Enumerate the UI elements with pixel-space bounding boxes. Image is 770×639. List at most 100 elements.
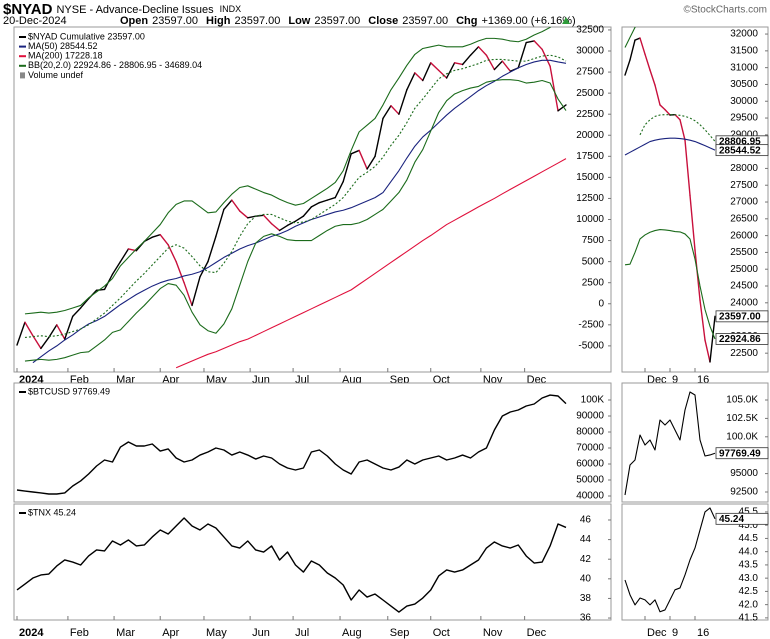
value-tag-label: 22924.86 bbox=[719, 334, 761, 345]
value-tag bbox=[715, 512, 769, 525]
y-tick-label: 100.0K bbox=[726, 431, 758, 442]
y-tick-label: 27500 bbox=[576, 67, 604, 78]
price-segment bbox=[445, 62, 456, 79]
y-tick-label: 26500 bbox=[730, 213, 758, 224]
line bbox=[16, 517, 567, 613]
legend-label: $BTCUSD 97769.49 bbox=[28, 386, 110, 396]
panel-frame bbox=[13, 26, 612, 373]
instrument-name: NYSE - Advance-Decline Issues bbox=[56, 4, 214, 16]
price-segment bbox=[634, 37, 641, 41]
y-tick-label: -2500 bbox=[578, 319, 604, 330]
price-segment bbox=[382, 105, 392, 120]
price-segment bbox=[358, 149, 368, 170]
y-tick-label: 22500 bbox=[730, 348, 758, 359]
price-segment bbox=[557, 104, 567, 112]
price-segment bbox=[704, 339, 711, 363]
quote-date: 20-Dec-2024 bbox=[3, 15, 67, 27]
price-segment bbox=[624, 59, 631, 76]
quote-label: Open bbox=[120, 15, 148, 27]
y-tick-label: 25500 bbox=[730, 247, 758, 258]
line bbox=[624, 507, 716, 613]
price-segment bbox=[318, 199, 329, 204]
value-tag-label: 23597.00 bbox=[719, 311, 761, 322]
price-segment bbox=[24, 321, 34, 337]
price-segment bbox=[95, 288, 106, 291]
y-tick-label: 5000 bbox=[582, 256, 605, 267]
y-tick-label: 10000 bbox=[576, 214, 604, 225]
price-segment bbox=[699, 299, 706, 341]
x-tick-label: Feb bbox=[70, 627, 89, 639]
y-tick-label: 42 bbox=[580, 554, 592, 565]
y-tick-label: 25000 bbox=[730, 264, 758, 275]
y-tick-label: 30000 bbox=[576, 46, 604, 57]
price-segment bbox=[679, 119, 686, 141]
quote-value: 23597.00 bbox=[234, 15, 280, 27]
y-tick-label: 100K bbox=[581, 395, 605, 406]
price-segment bbox=[71, 307, 82, 318]
y-tick-label: 95000 bbox=[730, 468, 758, 479]
y-tick-label: 29000 bbox=[730, 129, 758, 140]
price-segment bbox=[159, 233, 169, 246]
y-tick-label: 32500 bbox=[576, 25, 604, 36]
price-segment bbox=[517, 41, 527, 69]
price-segment bbox=[493, 60, 504, 71]
price-segment bbox=[56, 324, 66, 340]
legend-label: MA(50) 28544.52 bbox=[28, 41, 98, 51]
price-segment bbox=[406, 72, 416, 91]
price-segment bbox=[262, 214, 273, 225]
price-segment bbox=[247, 215, 257, 219]
price-segment bbox=[469, 46, 480, 56]
panel-frame bbox=[13, 382, 612, 503]
value-tag-label: 45.24 bbox=[719, 514, 744, 525]
price-segment bbox=[270, 223, 281, 232]
y-tick-label: 42.0 bbox=[739, 599, 759, 610]
price-segment bbox=[40, 336, 50, 350]
price-segment bbox=[239, 210, 249, 219]
y-tick-label: 92500 bbox=[730, 487, 758, 498]
y-tick-label: 45.0 bbox=[739, 520, 759, 531]
quote-line: 20-Dec-2024 Open 23597.00 High 23597.00 Low 23… bbox=[3, 15, 576, 27]
price-segment bbox=[32, 335, 42, 350]
symbol: $NYAD bbox=[3, 1, 53, 18]
plot-area bbox=[624, 27, 716, 363]
price-segment bbox=[659, 104, 666, 111]
y-tick-label: 32000 bbox=[730, 29, 758, 40]
price-segment bbox=[191, 276, 201, 307]
y-tick-label: 20000 bbox=[576, 130, 604, 141]
plot-area bbox=[624, 507, 716, 613]
price-segment bbox=[541, 48, 551, 67]
line bbox=[16, 394, 567, 495]
x-tick-label: Apr bbox=[162, 627, 179, 639]
price-segment bbox=[326, 196, 336, 201]
x-tick-label: Nov bbox=[483, 627, 503, 639]
y-tick-label: 80000 bbox=[576, 427, 604, 438]
bb-upper bbox=[24, 27, 552, 315]
price-segment bbox=[79, 298, 90, 309]
price-segment bbox=[342, 153, 352, 183]
y-tick-label: 30000 bbox=[730, 96, 758, 107]
line bbox=[32, 59, 567, 364]
legend-label: MA(200) 17228.18 bbox=[28, 51, 103, 61]
y-tick-label: 105.0K bbox=[726, 395, 758, 406]
price-segment bbox=[414, 72, 424, 82]
y-tick-label: 27000 bbox=[730, 197, 758, 208]
y-tick-label: 15000 bbox=[576, 172, 604, 183]
price-segment bbox=[639, 37, 646, 55]
y-tick-label: 43.5 bbox=[739, 560, 759, 571]
y-tick-label: 90000 bbox=[576, 411, 604, 422]
plot-area bbox=[16, 27, 567, 369]
y-tick-label: 22500 bbox=[576, 109, 604, 120]
y-tick-label: 12500 bbox=[576, 193, 604, 204]
x-tick-label: Oct bbox=[433, 627, 450, 639]
x-tick-label: 16 bbox=[697, 627, 709, 639]
price-segment bbox=[501, 60, 512, 72]
x-tick-label: 9 bbox=[672, 627, 678, 639]
price-segment bbox=[64, 315, 74, 340]
price-segment bbox=[533, 40, 543, 51]
price-segment bbox=[649, 69, 656, 86]
y-tick-label: 31000 bbox=[730, 62, 758, 73]
value-tag bbox=[715, 310, 769, 323]
panel-frame bbox=[621, 382, 769, 503]
quote-value: 23597.00 bbox=[314, 15, 360, 27]
quote-value: 23597.00 bbox=[152, 15, 198, 27]
